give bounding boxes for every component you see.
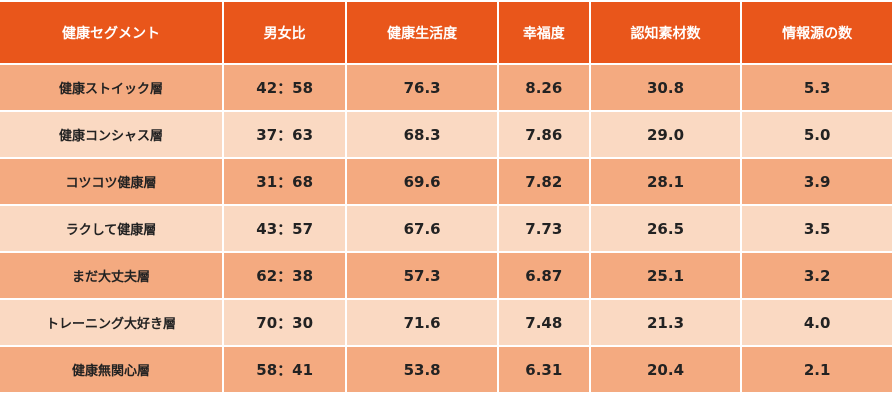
header-row: 健康セグメント 男女比 健康生活度 幸福度 認知素材数 情報源の数 — [0, 2, 892, 63]
data-cell: 20.4 — [590, 347, 741, 392]
segment-cell: コツコツ健康層 — [0, 159, 222, 204]
data-cell: 4.0 — [742, 300, 892, 345]
data-cell: 30.8 — [590, 65, 741, 110]
data-cell: 42：58 — [224, 65, 346, 110]
data-cell: 5.0 — [742, 112, 892, 157]
data-cell: 29.0 — [590, 112, 741, 157]
data-cell: 69.6 — [347, 159, 497, 204]
data-cell: 67.6 — [347, 206, 497, 251]
data-cell: 8.26 — [498, 65, 589, 110]
header-cell: 情報源の数 — [742, 2, 892, 63]
data-cell: 7.73 — [498, 206, 589, 251]
data-cell: 7.86 — [498, 112, 589, 157]
table-row: コツコツ健康層 31：68 69.6 7.82 28.1 3.9 — [0, 159, 892, 204]
data-cell: 3.9 — [742, 159, 892, 204]
data-cell: 6.87 — [498, 253, 589, 298]
segment-cell: まだ大丈夫層 — [0, 253, 222, 298]
table-body: 健康ストイック層 42：58 76.3 8.26 30.8 5.3 健康コンシャス層 37：6… — [0, 65, 892, 392]
table-row: 健康ストイック層 42：58 76.3 8.26 30.8 5.3 — [0, 65, 892, 110]
data-cell: 3.5 — [742, 206, 892, 251]
data-cell: 71.6 — [347, 300, 497, 345]
data-cell: 5.3 — [742, 65, 892, 110]
table-row: 健康コンシャス層 37：63 68.3 7.86 29.0 5.0 — [0, 112, 892, 157]
data-cell: 53.8 — [347, 347, 497, 392]
header-cell: 男女比 — [224, 2, 346, 63]
data-cell: 7.82 — [498, 159, 589, 204]
data-cell: 28.1 — [590, 159, 741, 204]
header-cell: 健康生活度 — [347, 2, 497, 63]
segment-cell: 健康ストイック層 — [0, 65, 222, 110]
data-cell: 25.1 — [590, 253, 741, 298]
header-cell: 幸福度 — [498, 2, 589, 63]
data-cell: 57.3 — [347, 253, 497, 298]
table-row: 健康無関心層 58：41 53.8 6.31 20.4 2.1 — [0, 347, 892, 392]
data-cell: 7.48 — [498, 300, 589, 345]
segment-table: 健康セグメント 男女比 健康生活度 幸福度 認知素材数 情報源の数 健康ストイック層 42：… — [0, 2, 892, 392]
data-cell: 37：63 — [224, 112, 346, 157]
segment-cell: 健康無関心層 — [0, 347, 222, 392]
data-cell: 3.2 — [742, 253, 892, 298]
data-cell: 58：41 — [224, 347, 346, 392]
segment-cell: トレーニング大好き層 — [0, 300, 222, 345]
segment-cell: 健康コンシャス層 — [0, 112, 222, 157]
data-cell: 21.3 — [590, 300, 741, 345]
segment-cell: ラクして健康層 — [0, 206, 222, 251]
table-row: まだ大丈夫層 62：38 57.3 6.87 25.1 3.2 — [0, 253, 892, 298]
data-cell: 26.5 — [590, 206, 741, 251]
table-row: ラクして健康層 43：57 67.6 7.73 26.5 3.5 — [0, 206, 892, 251]
header-cell: 認知素材数 — [590, 2, 741, 63]
data-cell: 6.31 — [498, 347, 589, 392]
data-cell: 31：68 — [224, 159, 346, 204]
table-row: トレーニング大好き層 70：30 71.6 7.48 21.3 4.0 — [0, 300, 892, 345]
data-cell: 68.3 — [347, 112, 497, 157]
data-cell: 76.3 — [347, 65, 497, 110]
header-cell: 健康セグメント — [0, 2, 222, 63]
data-cell: 70：30 — [224, 300, 346, 345]
data-cell: 43：57 — [224, 206, 346, 251]
data-cell: 2.1 — [742, 347, 892, 392]
data-cell: 62：38 — [224, 253, 346, 298]
